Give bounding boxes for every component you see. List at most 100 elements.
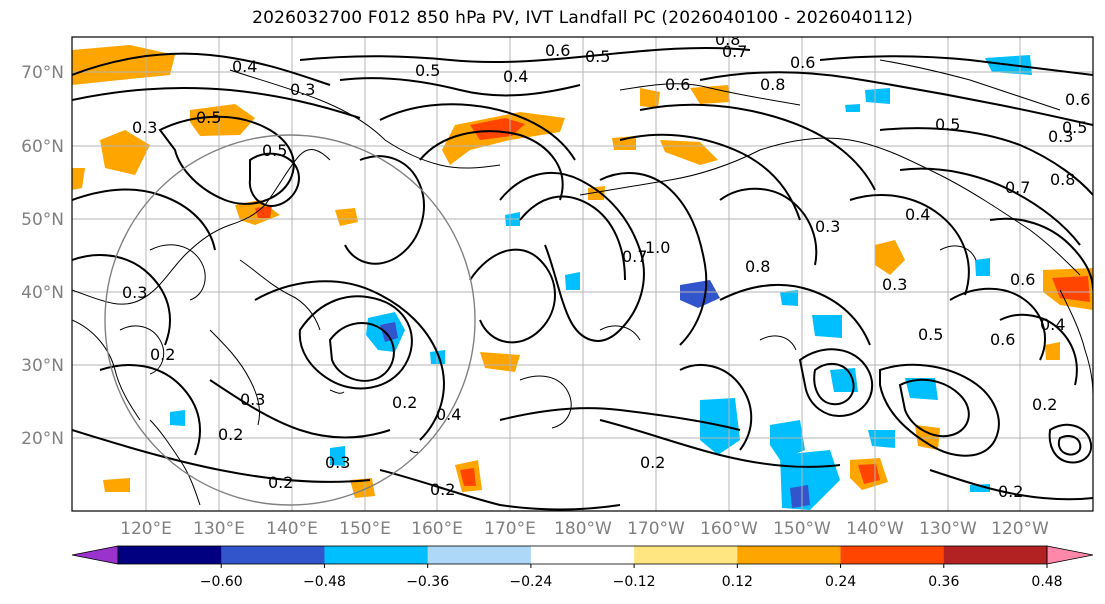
contour-label: 0.5: [262, 141, 287, 160]
lat-label: 20°N: [21, 429, 64, 449]
lon-label: 170°W: [627, 519, 685, 539]
pv-fill-negative: [380, 322, 398, 342]
pv-fill-negative: [565, 272, 580, 290]
pv-fill-positive: [255, 206, 272, 218]
pv-fill-negative: [770, 420, 805, 460]
contour-label: 0.6: [790, 53, 815, 72]
contour-label: 0.4: [436, 405, 461, 424]
lon-label: 160°E: [411, 519, 463, 539]
contour-label: 0.4: [905, 205, 930, 224]
colorbar: −0.60 −0.48 −0.36 −0.24 −0.12 0.12 0.24 0.36 0.4…: [71, 545, 1094, 590]
lon-label: 170°E: [484, 519, 536, 539]
lat-label: 30°N: [21, 356, 64, 376]
contour-label: 0.5: [196, 108, 221, 127]
contour-label: 0.2: [268, 473, 293, 492]
contour-label: 0.2: [150, 345, 175, 364]
pv-fill-positive: [100, 130, 150, 175]
lon-labels: 120°E 130°E 140°E 150°E 160°E 170°E 180°…: [120, 519, 1049, 539]
contour-label: 0.2: [218, 425, 243, 444]
lon-label: 120°W: [991, 519, 1049, 539]
contour-label: 0.2: [640, 453, 665, 472]
contour-label: 0.5: [1062, 118, 1087, 137]
contour-label: 0.3: [882, 275, 907, 294]
pv-fill-negative: [780, 290, 798, 306]
lon-label: 150°E: [339, 519, 391, 539]
lon-label: 120°E: [120, 519, 172, 539]
pv-fill-negative: [868, 430, 895, 448]
lat-label: 70°N: [21, 63, 64, 83]
pv-fill-negative: [170, 410, 185, 426]
contour-label: 0.7: [722, 42, 747, 61]
pv-fill-positive: [470, 118, 525, 140]
contour-label: 0.8: [715, 30, 740, 49]
lat-label: 60°N: [21, 137, 64, 157]
pv-fill-positive: [640, 88, 660, 108]
pv-fill-negative: [790, 485, 810, 508]
colorbar-segment: [530, 546, 635, 564]
contour-label: 0.2: [392, 393, 417, 412]
pv-contours: [72, 46, 1093, 511]
great-circle: [104, 134, 476, 506]
pv-fill-positive: [103, 478, 130, 492]
colorbar-segment: [221, 546, 325, 564]
contour-label: 0.3: [1048, 127, 1073, 146]
contour-label: 0.4: [503, 67, 528, 86]
colorbar-segment: [634, 546, 738, 564]
contour-label: 0.4: [1040, 315, 1065, 334]
lat-label: 50°N: [21, 210, 64, 230]
pv-fill-positive: [72, 168, 85, 190]
colorbar-tick-label: 0.36: [928, 574, 959, 590]
colorbar-tick-label: −0.48: [303, 574, 346, 590]
lon-label: 160°W: [700, 519, 758, 539]
contour-label: 0.5: [918, 325, 943, 344]
pv-fill-negative: [970, 484, 990, 492]
contour-label: 0.3: [240, 390, 265, 409]
contour-label: 0.3: [132, 118, 157, 137]
contour-labels: 0.6 0.5 0.8 0.7 0.6 0.4 0.5 0.3 0.5 0.3 …: [122, 30, 1090, 501]
contour-label: 0.7: [622, 247, 647, 266]
contour-label: 0.5: [415, 61, 440, 80]
contour-label: 0.5: [585, 47, 610, 66]
contour-label: 0.2: [430, 480, 455, 499]
contour-label: 0.3: [122, 283, 147, 302]
lon-label: 140°W: [846, 519, 904, 539]
contour-label: 0.5: [935, 115, 960, 134]
lon-label: 150°W: [773, 519, 831, 539]
colorbar-segment: [427, 546, 532, 564]
colorbar-tick-label: 0.24: [825, 574, 856, 590]
lon-label: 180°W: [554, 519, 612, 539]
contour-label: 0.3: [325, 453, 350, 472]
contour-label: 1.0: [645, 238, 670, 257]
pv-fill-negative: [330, 446, 345, 466]
lat-label: 40°N: [21, 283, 64, 303]
pv-fill-negative: [975, 258, 990, 276]
colorbar-tick-label: 0.12: [722, 574, 753, 590]
contour-label: 0.3: [290, 80, 315, 99]
pv-fill-positive: [190, 104, 255, 136]
contour-label: 0.6: [990, 330, 1015, 349]
pv-fill-negative: [845, 104, 860, 112]
colorbar-tick-label: −0.24: [509, 574, 552, 590]
map-title: 2026032700 F012 850 hPa PV, IVT Landfall…: [252, 8, 913, 28]
pv-fill-negative: [680, 280, 720, 308]
pv-fill-positive: [335, 208, 358, 226]
pv-fill-positive: [588, 186, 605, 200]
colorbar-tick-label: 0.48: [1031, 574, 1062, 590]
colorbar-segment: [943, 546, 1048, 564]
pv-contours-thin: [119, 244, 977, 429]
contour-label: 0.3: [815, 217, 840, 236]
colorbar-segment: [118, 546, 222, 564]
coastlines: [72, 59, 1093, 506]
pv-fill-positive: [875, 240, 905, 275]
colorbar-tick-label: −0.12: [613, 574, 656, 590]
contour-label: 0.6: [1010, 270, 1035, 289]
colorbar-segment: [840, 546, 945, 564]
map-border: [71, 36, 1094, 512]
pv-fill-negative: [865, 88, 890, 104]
colorbar-tick-label: −0.60: [200, 574, 243, 590]
contour-label: 0.6: [545, 41, 570, 60]
contour-label: 0.8: [1050, 170, 1075, 189]
lat-labels: 70°N 60°N 50°N 40°N 30°N 20°N: [21, 63, 64, 449]
lon-label: 130°W: [919, 519, 977, 539]
contour-label: 0.6: [1065, 90, 1090, 109]
